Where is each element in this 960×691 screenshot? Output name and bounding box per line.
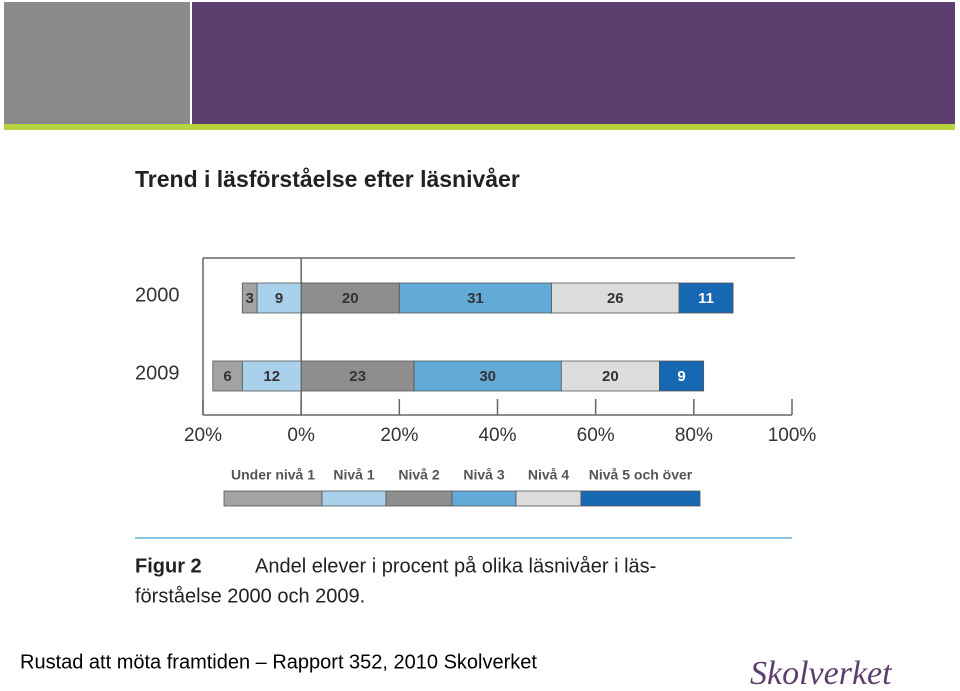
data-label: 26 [607, 290, 624, 307]
bar-segment [551, 282, 680, 314]
data-label: 9 [677, 368, 685, 385]
data-label: 9 [275, 290, 283, 307]
legend-swatch [515, 490, 582, 507]
header-band [192, 2, 955, 124]
legend-label: Nivå 3 [463, 467, 504, 483]
legend-swatch [451, 490, 517, 507]
photo [4, 2, 190, 124]
bar-segment [398, 282, 552, 314]
x-tick-label: 80% [675, 425, 713, 446]
data-label: 12 [263, 368, 280, 385]
bar-segment [241, 282, 258, 314]
legend-label: Nivå 4 [528, 467, 569, 483]
bar-segment [212, 360, 243, 392]
bar-segment [300, 360, 415, 392]
bar-segment [678, 282, 734, 314]
legend-swatch [385, 490, 453, 507]
bar-segment [241, 360, 302, 392]
bar-segment [659, 360, 705, 392]
y-tick-label: 2009 [135, 362, 180, 384]
legend-swatch [223, 490, 323, 507]
x-tick-label: 20% [184, 425, 222, 446]
data-label: 3 [245, 290, 253, 307]
x-tick-label: 40% [478, 425, 516, 446]
y-tick-label: 2000 [135, 284, 180, 306]
legend-label: Under nivå 1 [231, 467, 315, 483]
data-label: 20 [602, 368, 619, 385]
x-tick-label: 20% [380, 425, 418, 446]
data-label: 30 [479, 368, 496, 385]
legend-swatch [580, 490, 701, 507]
x-tick-label: 0% [287, 425, 315, 446]
data-label: 23 [349, 368, 366, 385]
caption-text: Andel elever i procent på olika läsnivåe… [255, 555, 656, 577]
caption-text: förståelse 2000 och 2009. [135, 585, 365, 607]
chart-title: Trend i läsförståelse efter läsnivåer [135, 166, 520, 192]
logo: Skolverket [750, 655, 893, 691]
bar-segment [560, 360, 660, 392]
data-label: 6 [223, 368, 231, 385]
legend-label: Nivå 5 och över [589, 467, 693, 483]
bar-segment [413, 360, 562, 392]
bar-segment [256, 282, 302, 314]
header-stripe [4, 124, 955, 130]
x-tick-label: 60% [577, 425, 615, 446]
x-tick-label: 100% [768, 425, 817, 446]
footer: Rustad att möta framtiden – Rapport 352,… [20, 651, 537, 673]
legend-label: Nivå 2 [398, 467, 439, 483]
legend-swatch [321, 490, 387, 507]
legend-label: Nivå 1 [333, 467, 374, 483]
data-label: 11 [698, 290, 714, 307]
caption-label: Figur 2 [135, 555, 202, 577]
data-label: 20 [342, 290, 359, 307]
data-label: 31 [467, 290, 484, 307]
